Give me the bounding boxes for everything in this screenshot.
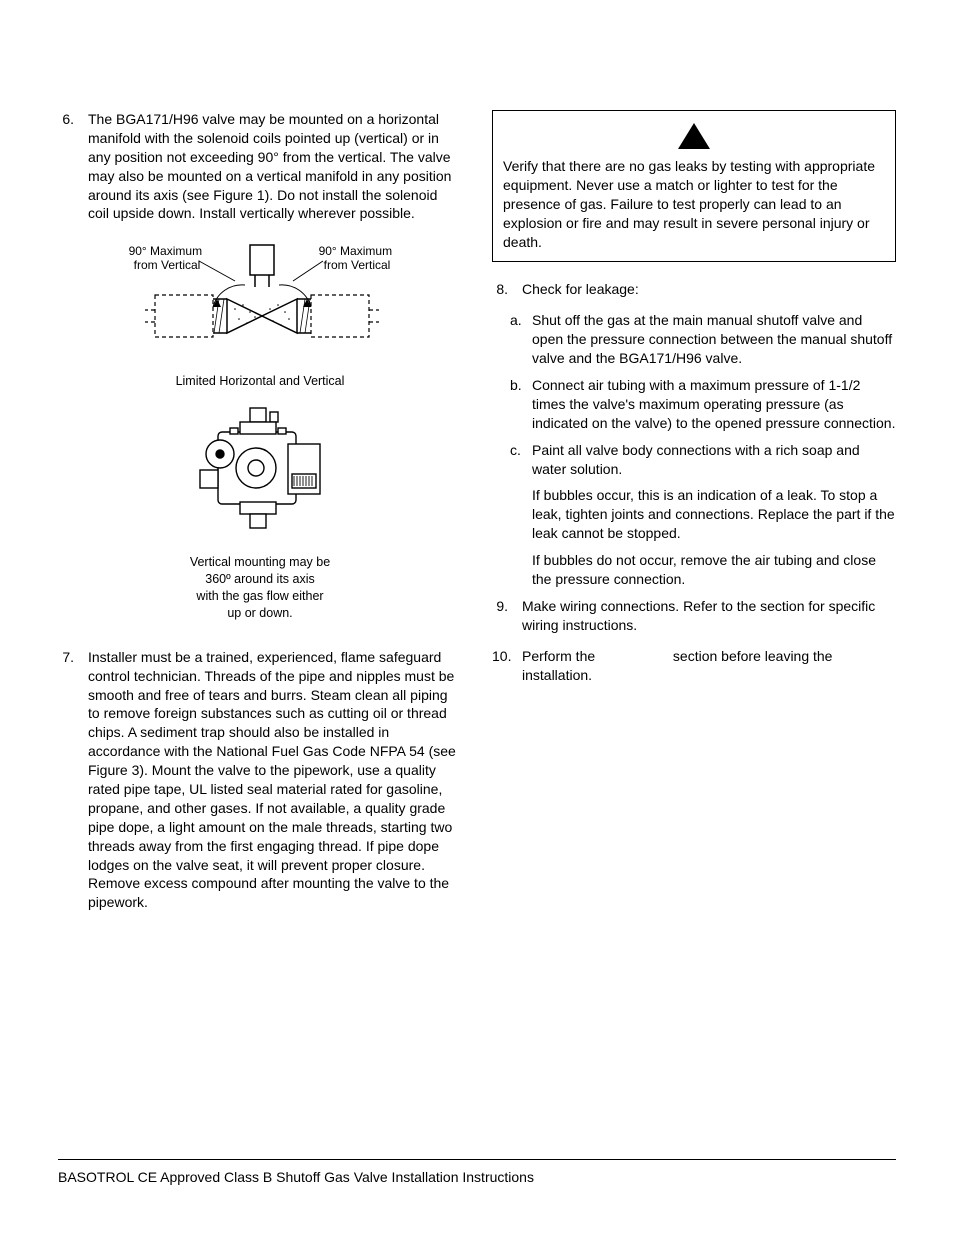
caption-line: up or down. bbox=[58, 605, 462, 622]
item-number: 6. bbox=[58, 110, 88, 223]
sub-text: Shut off the gas at the main manual shut… bbox=[532, 311, 896, 368]
warning-triangle-icon bbox=[676, 121, 712, 151]
list-item-7: 7. Installer must be a trained, experien… bbox=[58, 648, 462, 912]
list-item-6: 6. The BGA171/H96 valve may be mounted o… bbox=[58, 110, 462, 223]
text-part: Perform the bbox=[522, 648, 599, 664]
left-column: 6. The BGA171/H96 valve may be mounted o… bbox=[58, 110, 462, 924]
list-item-8: 8. Check for leakage: bbox=[492, 280, 896, 299]
sub-letter: b. bbox=[510, 376, 532, 433]
figure-vertical-mounting: Vertical mounting may be 360º around its… bbox=[58, 404, 462, 622]
sub-letter: c. bbox=[510, 441, 532, 479]
caption-line: 360º around its axis bbox=[58, 571, 462, 588]
figure-caption-2: Vertical mounting may be 360º around its… bbox=[58, 554, 462, 622]
sub-text: Paint all valve body connections with a … bbox=[532, 441, 896, 479]
svg-text:90° Maximum from Ver: 90° Maximum from Vertical bbox=[129, 244, 206, 272]
svg-text:90° Maximum from Ver: 90° Maximum from Vertical bbox=[319, 244, 396, 272]
page-footer: BASOTROL CE Approved Class B Shutoff Gas… bbox=[58, 1159, 896, 1187]
sub-item-8b: b. Connect air tubing with a maximum pre… bbox=[510, 376, 896, 433]
figure-caption: Limited Horizontal and Vertical bbox=[58, 373, 462, 390]
sub-item-8c: c. Paint all valve body connections with… bbox=[510, 441, 896, 479]
sub-paragraph: If bubbles occur, this is an indication … bbox=[532, 486, 896, 543]
item-text: Check for leakage: bbox=[522, 280, 896, 299]
item-text: Make wiring connections. Refer to the se… bbox=[522, 597, 896, 635]
item-number: 8. bbox=[492, 280, 522, 299]
two-column-layout: 6. The BGA171/H96 valve may be mounted o… bbox=[58, 110, 896, 924]
sub-paragraph: If bubbles do not occur, remove the air … bbox=[532, 551, 896, 589]
item-text: Perform the section before leaving the i… bbox=[522, 647, 896, 685]
sub-text: Connect air tubing with a maximum pressu… bbox=[532, 376, 896, 433]
list-item-9: 9. Make wiring connections. Refer to the… bbox=[492, 597, 896, 635]
warning-box: Verify that there are no gas leaks by te… bbox=[492, 110, 896, 262]
warning-text: Verify that there are no gas leaks by te… bbox=[503, 157, 885, 251]
item-text: The BGA171/H96 valve may be mounted on a… bbox=[88, 110, 462, 223]
item-number: 9. bbox=[492, 597, 522, 635]
valve-svg bbox=[170, 404, 350, 544]
sub-item-8a: a. Shut off the gas at the main manual s… bbox=[510, 311, 896, 368]
sub-letter: a. bbox=[510, 311, 532, 368]
item-number: 7. bbox=[58, 648, 88, 912]
item-number: 10. bbox=[492, 647, 522, 685]
orientation-svg: 90° Maximum from Vertical 90° Maximum fr… bbox=[95, 237, 425, 367]
caption-line: Vertical mounting may be bbox=[58, 554, 462, 571]
list-item-10: 10. Perform the section before leaving t… bbox=[492, 647, 896, 685]
caption-line: with the gas flow either bbox=[58, 588, 462, 605]
figure-orientation-diagram: 90° Maximum from Vertical 90° Maximum fr… bbox=[58, 237, 462, 390]
right-column: Verify that there are no gas leaks by te… bbox=[492, 110, 896, 924]
item-text: Installer must be a trained, experienced… bbox=[88, 648, 462, 912]
